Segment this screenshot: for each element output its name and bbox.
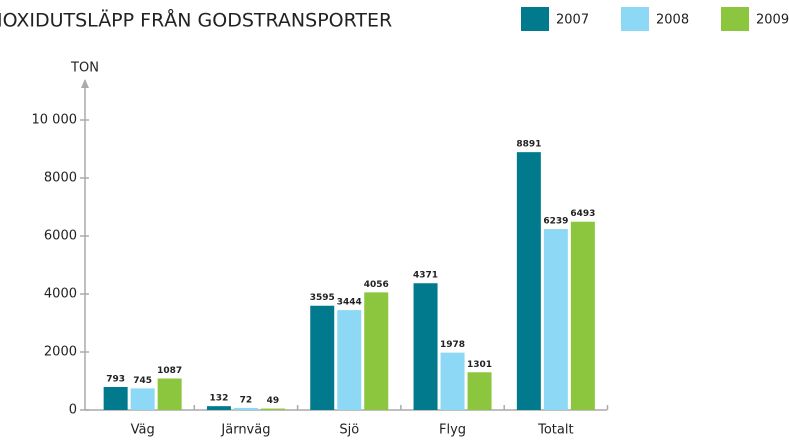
bar xyxy=(130,388,155,410)
value-label: 4371 xyxy=(413,271,438,281)
y-tick-label: 2000 xyxy=(44,345,77,360)
bar xyxy=(206,406,231,410)
legend-swatch xyxy=(721,7,749,31)
bar xyxy=(157,378,182,410)
legend-label: 2009 xyxy=(756,13,789,28)
value-label: 3444 xyxy=(337,298,362,308)
x-tick-label: Sjö xyxy=(339,423,359,438)
y-tick-label: 10 000 xyxy=(32,113,78,128)
bar xyxy=(364,292,389,410)
bar xyxy=(337,310,362,410)
bar xyxy=(233,407,258,410)
value-label: 8891 xyxy=(516,140,541,150)
value-label: 1087 xyxy=(157,366,182,376)
value-label: 745 xyxy=(133,376,152,386)
legend-label: 2007 xyxy=(556,13,589,28)
x-tick-label: Väg xyxy=(131,423,155,438)
bar xyxy=(310,305,335,410)
bar xyxy=(467,372,492,410)
x-tick-label: Flyg xyxy=(439,423,466,438)
value-label: 72 xyxy=(240,395,253,405)
bar xyxy=(440,352,465,410)
y-axis-arrow xyxy=(81,79,89,88)
legend-label: 2008 xyxy=(656,13,689,28)
y-axis-label: TON xyxy=(70,61,99,76)
x-tick-label: Järnväg xyxy=(220,423,270,438)
y-tick-label: 4000 xyxy=(44,287,77,302)
value-label: 6493 xyxy=(570,209,595,219)
legend-swatch xyxy=(621,7,649,31)
y-tick-label: 6000 xyxy=(44,229,77,244)
bar xyxy=(260,408,285,410)
bar xyxy=(413,283,438,410)
value-label: 793 xyxy=(106,375,125,385)
value-label: 1978 xyxy=(440,340,465,350)
y-tick-label: 8000 xyxy=(44,171,77,186)
bar xyxy=(103,387,128,410)
value-label: 49 xyxy=(267,396,280,406)
value-label: 4056 xyxy=(364,280,389,290)
bar xyxy=(516,152,541,410)
chart-title: IOXIDUTSLÄPP FRÅN GODSTRANSPORTER xyxy=(0,9,392,32)
value-label: 3595 xyxy=(310,293,335,303)
x-tick-label: Totalt xyxy=(537,423,573,438)
y-tick-label: 0 xyxy=(69,403,77,418)
value-label: 132 xyxy=(210,394,229,404)
value-label: 6239 xyxy=(543,217,568,227)
legend-swatch xyxy=(521,7,549,31)
value-label: 1301 xyxy=(467,360,492,370)
bar xyxy=(570,221,595,410)
bar xyxy=(543,229,568,410)
